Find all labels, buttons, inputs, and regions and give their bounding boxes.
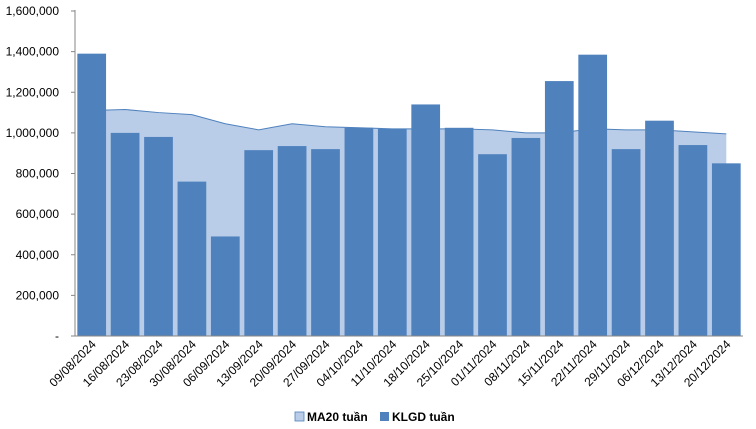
klgd-bar	[478, 154, 507, 336]
y-tick-label: 400,000	[16, 248, 60, 262]
y-tick-label: 600,000	[16, 207, 60, 221]
klgd-bar	[645, 120, 674, 336]
klgd-bar	[177, 181, 207, 336]
klgd-bar	[144, 136, 173, 336]
axis-lines	[74, 10, 743, 337]
klgd-bar	[711, 163, 741, 336]
y-tick-label: 1,200,000	[6, 85, 60, 99]
legend-swatch-ma20	[294, 411, 305, 422]
y-tick-label: 1,000,000	[6, 126, 60, 140]
y-tick-label: 1,600,000	[6, 4, 60, 18]
klgd-bar	[244, 150, 274, 336]
y-tick-label: 800,000	[16, 167, 60, 181]
klgd-bar	[277, 146, 307, 336]
klgd-bar	[110, 132, 140, 336]
klgd-bar	[611, 149, 641, 336]
klgd-bar	[678, 145, 708, 336]
x-axis-ticks: 09/08/202416/08/202423/08/202430/08/2024…	[46, 337, 733, 390]
y-tick-label: -	[55, 329, 59, 343]
y-tick-label: 1,400,000	[6, 45, 60, 59]
legend-swatch-klgd	[380, 412, 389, 421]
y-tick-label: 200,000	[16, 288, 60, 302]
klgd-bar	[344, 127, 374, 336]
klgd-bar	[311, 149, 340, 336]
legend-label-ma20: MA20 tuần	[307, 410, 368, 424]
klgd-bar	[444, 127, 474, 336]
klgd-bar	[210, 236, 240, 336]
klgd-bar	[578, 54, 608, 336]
klgd-bar	[511, 137, 541, 336]
legend: MA20 tuần KLGD tuần	[294, 410, 455, 424]
klgd-bar-layer	[77, 53, 741, 336]
klgd-bar	[544, 81, 574, 336]
legend-label-klgd: KLGD tuần	[392, 410, 455, 424]
klgd-bar	[411, 104, 441, 336]
klgd-bar	[377, 128, 407, 336]
ma20-line	[91, 109, 727, 135]
y-axis-ticks: - 200,000 400,000 600,000 800,000 1,000,000 1,…	[6, 4, 75, 343]
klgd-bar	[77, 53, 107, 336]
